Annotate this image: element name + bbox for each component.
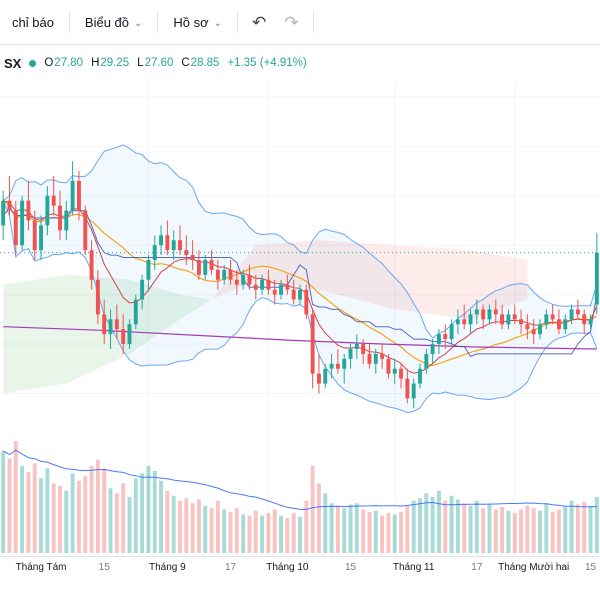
top-toolbar: chỉ báo Biểu đồ ⌄ Hồ sơ ⌄ ↶ ↷ [0, 0, 600, 45]
svg-text:17: 17 [225, 562, 237, 573]
chevron-down-icon: ⌄ [134, 17, 143, 29]
svg-text:15: 15 [99, 562, 111, 573]
profile-menu-label: Hồ sơ [173, 14, 209, 30]
profile-menu-button[interactable]: Hồ sơ ⌄ [163, 8, 232, 37]
chart-menu-button[interactable]: Biểu đồ ⌄ [75, 8, 152, 37]
svg-text:17: 17 [471, 562, 483, 573]
svg-text:Tháng Mười hai: Tháng Mười hai [498, 562, 569, 573]
chart-menu-label: Biểu đồ [84, 14, 130, 30]
indicators-label: chỉ báo [12, 14, 54, 30]
toolbar-separator [68, 11, 70, 33]
high-label: H [91, 57, 100, 69]
open-label: O [44, 57, 54, 69]
low-label: L [137, 57, 144, 69]
indicators-button[interactable]: chỉ báo [2, 8, 64, 37]
toolbar-separator [157, 11, 159, 33]
svg-text:Tháng Tám: Tháng Tám [16, 562, 67, 573]
svg-text:Tháng 11: Tháng 11 [393, 562, 435, 573]
svg-text:Tháng 10: Tháng 10 [266, 562, 309, 573]
low-value: 27.60 [144, 57, 174, 69]
change-value: +1.35 (+4.91%) [227, 57, 307, 69]
close-label: C [181, 57, 190, 69]
ohlc-values: O27.80 H29.25 L27.60 C28.85 +1.35 (+4.91… [44, 57, 306, 69]
toolbar-separator [237, 11, 239, 33]
chevron-down-icon: ⌄ [213, 17, 223, 29]
undo-icon[interactable]: ↶ [243, 10, 275, 35]
redo-icon[interactable]: ↷ [275, 10, 307, 35]
candlestick-chart[interactable]: Tháng Tám 15 Tháng 9 17 Tháng 10 15 Tháng 11 17… [0, 81, 600, 578]
toolbar-separator [312, 11, 314, 33]
chart-area[interactable]: Tháng Tám 15 Tháng 9 17 Tháng 10 15 Tháng 11 17… [0, 81, 600, 578]
svg-text:15: 15 [585, 562, 597, 573]
ticker-symbol[interactable]: SX [4, 55, 22, 71]
high-value: 29.25 [100, 57, 130, 69]
close-value: 28.85 [190, 57, 220, 69]
svg-text:Tháng 9: Tháng 9 [149, 562, 186, 573]
symbol-legend: SX O27.80 H29.25 L27.60 C28.85 +1.35 (+4… [0, 45, 600, 81]
open-value: 27.80 [54, 57, 84, 69]
svg-text:15: 15 [345, 562, 357, 573]
market-status-dot [29, 59, 37, 67]
